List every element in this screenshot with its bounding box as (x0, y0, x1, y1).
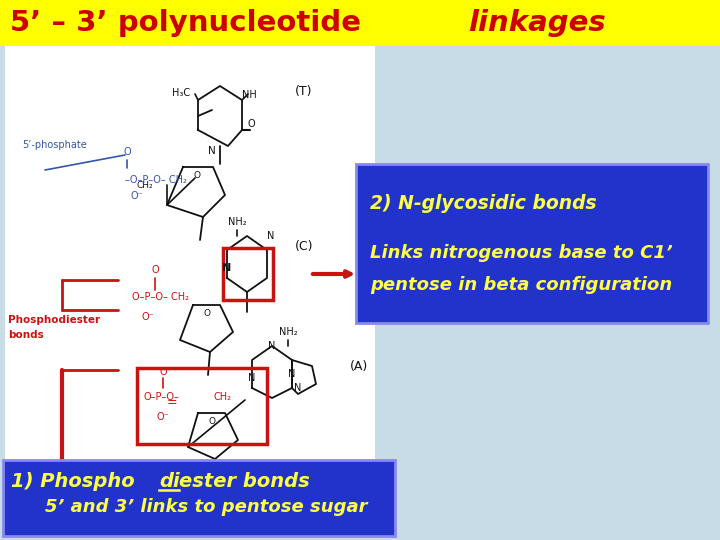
Text: Phosphodiester: Phosphodiester (8, 315, 100, 325)
Text: linkages: linkages (468, 9, 606, 37)
Text: N: N (294, 383, 302, 393)
Text: (C): (C) (295, 240, 313, 253)
Bar (223, 248, 273, 300)
Text: NH: NH (242, 90, 257, 100)
Text: O: O (209, 416, 215, 426)
Text: O⁻: O⁻ (142, 312, 154, 322)
Text: (T): (T) (295, 85, 312, 98)
Text: 3′-hydroxyl: 3′-hydroxyl (163, 487, 217, 497)
Bar (5, 42, 375, 482)
Text: O: O (151, 265, 159, 275)
Bar (137, 368, 267, 444)
Text: N: N (288, 369, 296, 379)
Text: H₃C: H₃C (172, 88, 190, 98)
Text: 2) N-glycosidic bonds: 2) N-glycosidic bonds (370, 194, 597, 213)
Text: –O–P–O– CH₂: –O–P–O– CH₂ (125, 175, 187, 185)
Bar (0, 0, 720, 46)
Bar (356, 164, 708, 323)
Text: 5’-phosphate: 5’-phosphate (22, 140, 86, 150)
Text: bonds: bonds (8, 330, 44, 340)
Text: Links nitrogenous base to C1’: Links nitrogenous base to C1’ (370, 244, 672, 262)
Text: O–P–O– CH₂: O–P–O– CH₂ (132, 292, 189, 302)
Text: CH₂: CH₂ (137, 180, 153, 190)
Text: O: O (194, 171, 200, 179)
Text: di: di (159, 472, 179, 491)
Text: N: N (267, 231, 274, 241)
Text: O: O (123, 147, 131, 157)
Text: NH₂: NH₂ (279, 327, 297, 337)
Text: N: N (208, 146, 216, 156)
Text: O⁻: O⁻ (130, 191, 143, 201)
Text: (A): (A) (350, 360, 368, 373)
Text: O–P–O–: O–P–O– (143, 392, 179, 402)
Text: 5’ and 3’ links to pentose sugar: 5’ and 3’ links to pentose sugar (45, 498, 367, 516)
Text: =: = (167, 396, 178, 409)
Text: O: O (248, 119, 256, 129)
Text: NH₂: NH₂ (228, 217, 246, 227)
Text: pentose in beta configuration: pentose in beta configuration (370, 276, 672, 294)
Text: N: N (222, 263, 232, 273)
Text: O⁻: O⁻ (157, 412, 169, 422)
Text: O: O (204, 309, 210, 319)
Text: CH₂: CH₂ (213, 392, 231, 402)
Text: OH: OH (207, 479, 222, 489)
Bar (3, 460, 395, 536)
Text: N: N (269, 341, 276, 351)
Text: O: O (159, 367, 167, 377)
Text: N: N (248, 373, 256, 383)
Text: 5’ – 3’ polynucleotide: 5’ – 3’ polynucleotide (10, 9, 382, 37)
Text: ester bonds: ester bonds (179, 472, 310, 491)
Text: 1) Phospho: 1) Phospho (11, 472, 135, 491)
